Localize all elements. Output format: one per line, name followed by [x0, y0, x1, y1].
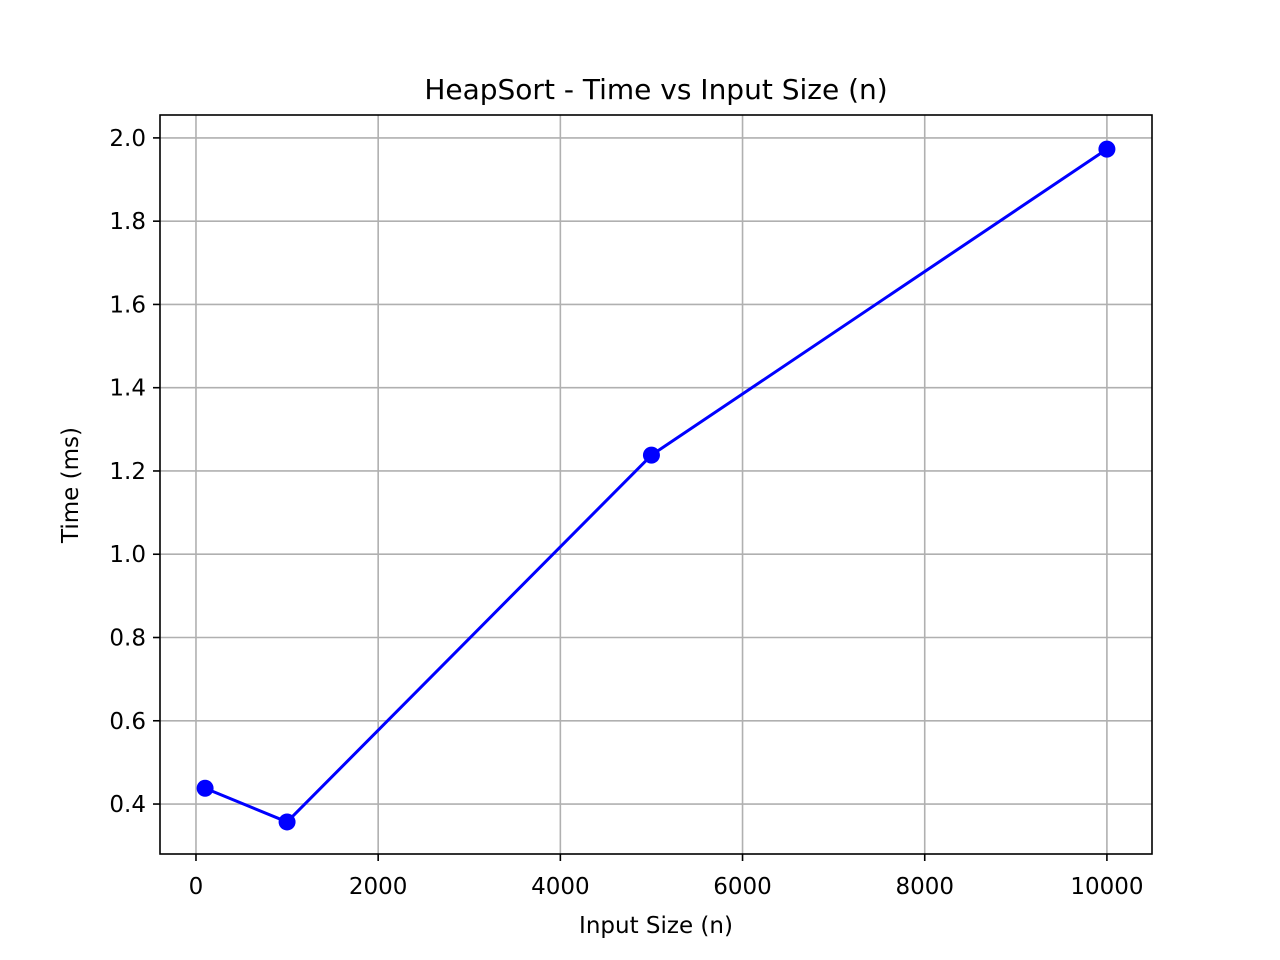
series-line-path [204, 147, 1108, 824]
x-tick-label: 0 [189, 874, 204, 900]
x-tick-label: 2000 [349, 874, 408, 900]
x-tick-label: 8000 [895, 874, 954, 900]
y-tick-label: 0.8 [109, 626, 146, 652]
data-point [196, 779, 214, 797]
plot-frame [159, 114, 1153, 855]
y-tick-label: 0.4 [109, 792, 146, 818]
y-tick-label: 1.0 [109, 542, 146, 568]
y-tick-label: 2.0 [109, 126, 146, 152]
y-tick-label: 0.6 [109, 709, 146, 735]
data-point [642, 446, 660, 464]
data-point [1098, 140, 1116, 158]
x-tick-label: 4000 [531, 874, 590, 900]
y-tick-label: 1.2 [109, 459, 146, 485]
series-markers [196, 140, 1116, 831]
y-tick-label: 1.8 [109, 209, 146, 235]
y-tick-label: 1.4 [109, 376, 146, 402]
x-tick-label: 6000 [713, 874, 772, 900]
data-point [278, 813, 296, 831]
grid [160, 115, 1152, 854]
x-axis-label: Input Size (n) [579, 913, 733, 939]
chart-title: HeapSort - Time vs Input Size (n) [424, 73, 887, 106]
x-tick-label: 10000 [1070, 874, 1143, 900]
y-axis-label: Time (ms) [58, 427, 84, 544]
series-line [204, 147, 1108, 824]
y-tick-label: 1.6 [109, 292, 146, 318]
x-axis-ticks: 0 2000 4000 6000 8000 10000 [189, 854, 1143, 900]
y-axis-ticks: 0.4 0.6 0.8 1.0 1.2 1.4 1.6 1.8 2.0 [109, 126, 160, 818]
